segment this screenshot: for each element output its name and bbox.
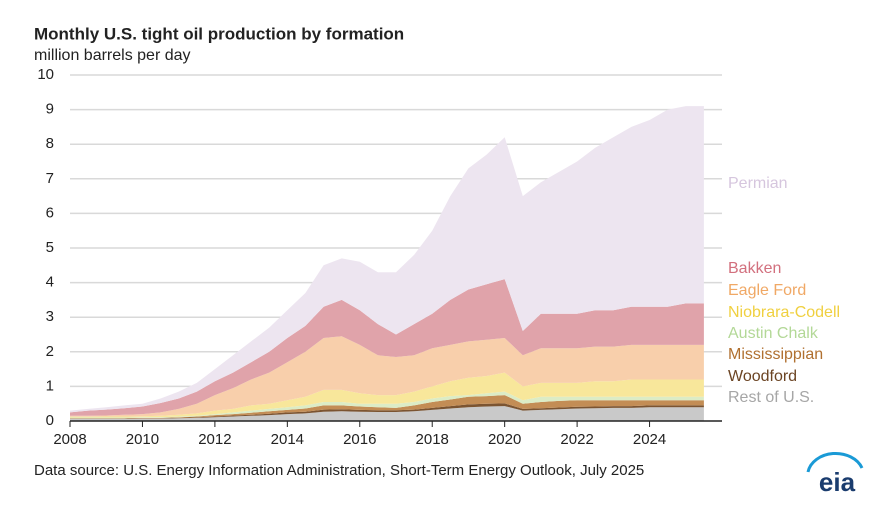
- legend-label: Eagle Ford: [728, 282, 806, 299]
- logo: eia: [806, 451, 864, 497]
- chart-title: Monthly U.S. tight oil production by for…: [34, 24, 404, 43]
- x-tick-label: 2012: [198, 431, 231, 448]
- y-tick-label: 8: [46, 135, 54, 152]
- y-tick-label: 4: [46, 274, 54, 291]
- x-tick-label: 2024: [633, 431, 666, 448]
- y-tick-label: 5: [46, 239, 54, 256]
- x-tick-label: 2022: [560, 431, 593, 448]
- legend-label: Rest of U.S.: [728, 389, 814, 406]
- legend-label: Mississippian: [728, 346, 823, 363]
- source-note: Data source: U.S. Energy Information Adm…: [34, 462, 644, 479]
- x-tick-label: 2016: [343, 431, 376, 448]
- logo-text: eia: [819, 467, 856, 497]
- logo-arc: [806, 451, 864, 473]
- area: [70, 406, 704, 421]
- area: [70, 106, 704, 413]
- legend-label: Bakken: [728, 260, 781, 277]
- area: [70, 391, 704, 419]
- x-tick-label: 2008: [53, 431, 86, 448]
- area: [70, 403, 704, 419]
- y-tick-label: 0: [46, 412, 54, 429]
- y-tick-label: 2: [46, 343, 54, 360]
- x-tick-label: 2018: [416, 431, 449, 448]
- legend-label: Niobrara-Codell: [728, 304, 840, 321]
- y-tick-label: 9: [46, 101, 54, 118]
- y-tick-label: 3: [46, 308, 54, 325]
- area: [70, 372, 704, 418]
- legend-label: Austin Chalk: [728, 325, 819, 342]
- legend-label: Permian: [728, 175, 788, 192]
- x-tick-label: 2010: [126, 431, 159, 448]
- x-tick-label: 2014: [271, 431, 304, 448]
- y-tick-label: 10: [37, 66, 54, 83]
- legend-label: Woodford: [728, 368, 797, 385]
- y-tick-label: 7: [46, 170, 54, 187]
- chart-subtitle: million barrels per day: [34, 47, 191, 64]
- x-tick-label: 2020: [488, 431, 521, 448]
- area: [70, 279, 704, 416]
- y-tick-label: 1: [46, 377, 54, 394]
- y-tick-label: 6: [46, 204, 54, 221]
- area: [70, 336, 704, 417]
